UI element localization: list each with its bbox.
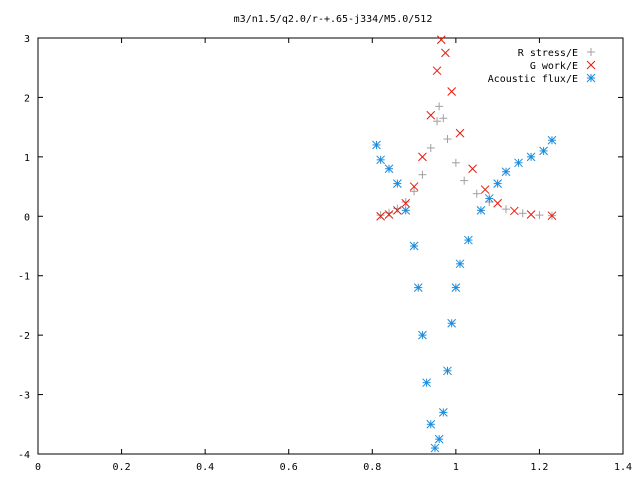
data-point	[547, 211, 557, 221]
data-point	[539, 146, 548, 156]
data-point	[413, 283, 423, 292]
data-point	[376, 155, 385, 165]
y-tick-label: -3	[18, 391, 30, 402]
data-point	[451, 283, 461, 292]
data-point	[468, 164, 477, 174]
data-point	[443, 135, 452, 144]
data-point	[393, 179, 402, 188]
data-point	[418, 170, 427, 179]
x-tick-label: 0.4	[196, 462, 214, 473]
series-2	[372, 135, 557, 453]
data-point	[447, 318, 457, 328]
data-point	[493, 179, 502, 188]
data-point	[484, 194, 494, 203]
data-point	[464, 235, 473, 245]
data-point	[455, 128, 465, 138]
data-point	[433, 117, 442, 126]
data-point	[476, 205, 486, 215]
data-point	[401, 198, 411, 208]
series-0	[376, 102, 556, 220]
data-point	[376, 211, 385, 220]
data-point	[447, 87, 457, 96]
data-point	[535, 211, 544, 220]
axes: 0 0.2 0.4 0.6 0.8 1 1.2 1.4 -4 -3 -2 -1 0 1 2 3	[18, 34, 632, 473]
legend-marker	[586, 60, 596, 70]
data-point	[401, 198, 410, 207]
legend-item: G work/E	[530, 60, 596, 72]
data-point	[409, 182, 419, 191]
data-point	[410, 187, 419, 196]
legend-item: R stress/E	[518, 48, 595, 59]
data-point	[426, 110, 436, 120]
data-point	[385, 208, 393, 217]
legend-marker	[586, 73, 596, 83]
data-point	[393, 204, 402, 213]
data-point	[441, 48, 450, 58]
data-point	[443, 366, 452, 376]
data-point	[460, 176, 469, 185]
data-point	[384, 210, 394, 219]
data-point	[426, 419, 436, 429]
data-point	[526, 152, 536, 162]
data-point	[518, 209, 527, 218]
data-point	[376, 211, 385, 221]
data-point	[409, 241, 419, 251]
data-point	[436, 35, 446, 45]
data-point	[514, 158, 523, 168]
legend-label: G work/E	[530, 61, 578, 72]
y-tick-label: 0	[24, 212, 30, 223]
series-layer	[372, 35, 557, 453]
data-point	[372, 140, 381, 150]
data-point	[418, 330, 427, 340]
data-point	[451, 158, 460, 167]
legend-marker	[587, 48, 595, 56]
data-point	[426, 143, 435, 152]
data-point	[422, 378, 431, 388]
x-tick-label: 0.2	[113, 462, 131, 473]
series-1	[376, 35, 557, 221]
plot-border	[37, 37, 624, 455]
y-tick-label: 1	[24, 153, 30, 164]
x-tick-label: 0	[35, 462, 41, 473]
data-point	[438, 408, 448, 417]
data-point	[401, 205, 411, 215]
y-tick-label: -2	[18, 331, 30, 342]
data-point	[435, 102, 444, 111]
y-tick-label: 3	[24, 34, 30, 45]
data-point	[393, 205, 402, 215]
data-point	[418, 152, 427, 162]
data-point	[455, 259, 465, 269]
data-point	[430, 443, 440, 453]
data-point	[526, 210, 536, 219]
chart-title: m3/n1.5/q2.0/r-+.65-j334/M5.0/512	[234, 14, 433, 25]
data-point	[439, 114, 448, 123]
legend-label: R stress/E	[518, 48, 578, 59]
legend: R stress/E G work/E Acoustic flux/E	[488, 48, 596, 85]
data-point	[432, 66, 442, 76]
data-point	[434, 434, 444, 444]
y-tick-label: -4	[18, 450, 30, 461]
data-point	[501, 167, 511, 177]
data-point	[480, 185, 490, 194]
y-tick-label: -1	[18, 272, 30, 283]
data-point	[510, 206, 519, 216]
x-tick-label: 0.6	[280, 462, 298, 473]
data-point	[493, 198, 502, 208]
data-point	[472, 189, 481, 198]
x-tick-label: 1.4	[614, 462, 632, 473]
x-tick-label: 1.2	[530, 462, 548, 473]
data-point	[547, 135, 557, 145]
y-tick-label: 2	[24, 93, 30, 104]
x-tick-label: 1	[453, 462, 459, 473]
legend-item: Acoustic flux/E	[488, 73, 596, 85]
legend-label: Acoustic flux/E	[488, 74, 578, 85]
data-point	[384, 164, 394, 174]
x-tick-label: 0.8	[363, 462, 381, 473]
data-point	[502, 205, 510, 214]
